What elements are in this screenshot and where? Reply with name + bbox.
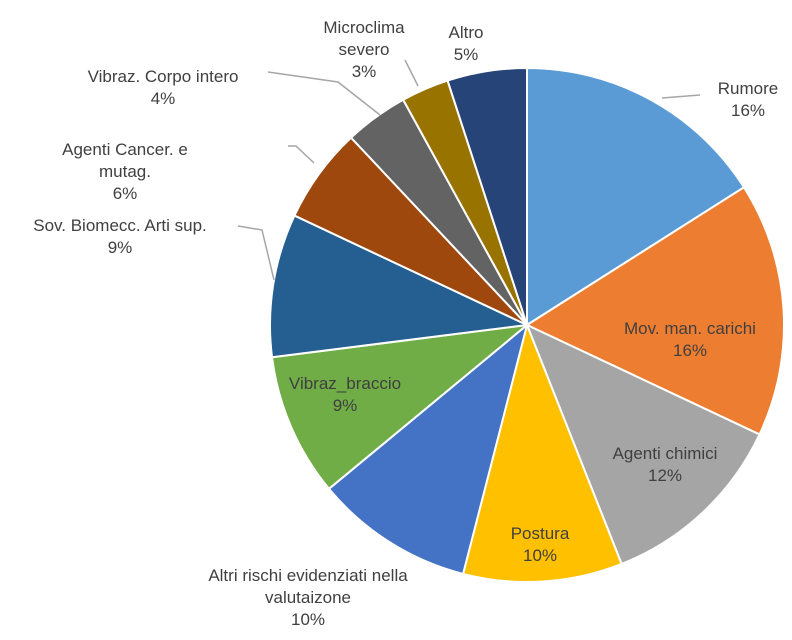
pie-slice — [524, 185, 785, 436]
slice-label: Postura 10% — [480, 523, 600, 567]
value-label: 4% — [150, 89, 176, 108]
slice-label: Mov. man. carichi 16% — [590, 318, 790, 362]
slice-label: Agenti chimici 12% — [575, 443, 755, 487]
slice-label: Rumore 16% — [688, 78, 792, 122]
category-name: Agenti Cancer. e mutag. — [62, 140, 188, 181]
value-label: 10% — [522, 546, 558, 565]
value-label: 9% — [332, 396, 358, 415]
slice-label: Agenti Cancer. e mutag. 6% — [38, 139, 213, 205]
category-name: Postura — [510, 524, 570, 543]
leader-line — [237, 225, 275, 281]
slice-label: Vibraz. Corpo intero 4% — [48, 66, 278, 110]
value-label: 9% — [107, 238, 133, 257]
pie-slice — [525, 323, 761, 566]
leader-lines — [237, 59, 701, 281]
leader-line — [661, 94, 701, 99]
leader-line — [404, 59, 419, 87]
leader-line — [267, 71, 381, 116]
value-label: 16% — [730, 101, 766, 120]
value-label: 10% — [290, 610, 326, 629]
category-name: Sov. Biomecc. Arti sup. — [33, 216, 207, 235]
slice-label: Altri rischi evidenziati nella valutaizo… — [188, 565, 428, 631]
slice-label: Microclima severo 3% — [309, 17, 419, 83]
pie — [269, 66, 785, 583]
pie-slice — [446, 66, 528, 326]
slice-label: Altro 5% — [431, 22, 501, 66]
category-name: Altro — [448, 23, 484, 42]
category-name: Microclima severo — [323, 18, 405, 59]
value-label: 16% — [672, 341, 708, 360]
category-name: Rumore — [717, 79, 779, 98]
pie-slice — [461, 321, 623, 583]
value-label: 6% — [112, 184, 138, 203]
value-label: 12% — [647, 466, 683, 485]
slice-label: Vibraz_braccio 9% — [255, 373, 435, 417]
value-label: 5% — [453, 45, 479, 64]
pie-slice — [327, 322, 529, 576]
leader-line — [288, 145, 315, 164]
pie-slice — [270, 323, 531, 491]
pie-slice — [269, 214, 531, 359]
value-label: 3% — [351, 62, 377, 81]
slice-label: Sov. Biomecc. Arti sup. 9% — [0, 215, 245, 259]
category-name: Vibraz. Corpo intero — [87, 67, 239, 86]
category-name: Altri rischi evidenziati nella valutaizo… — [208, 566, 408, 607]
pie-slice — [526, 66, 746, 327]
category-name: Vibraz_braccio — [288, 374, 402, 393]
category-name: Mov. man. carichi — [624, 319, 756, 338]
category-name: Agenti chimici — [612, 444, 718, 463]
